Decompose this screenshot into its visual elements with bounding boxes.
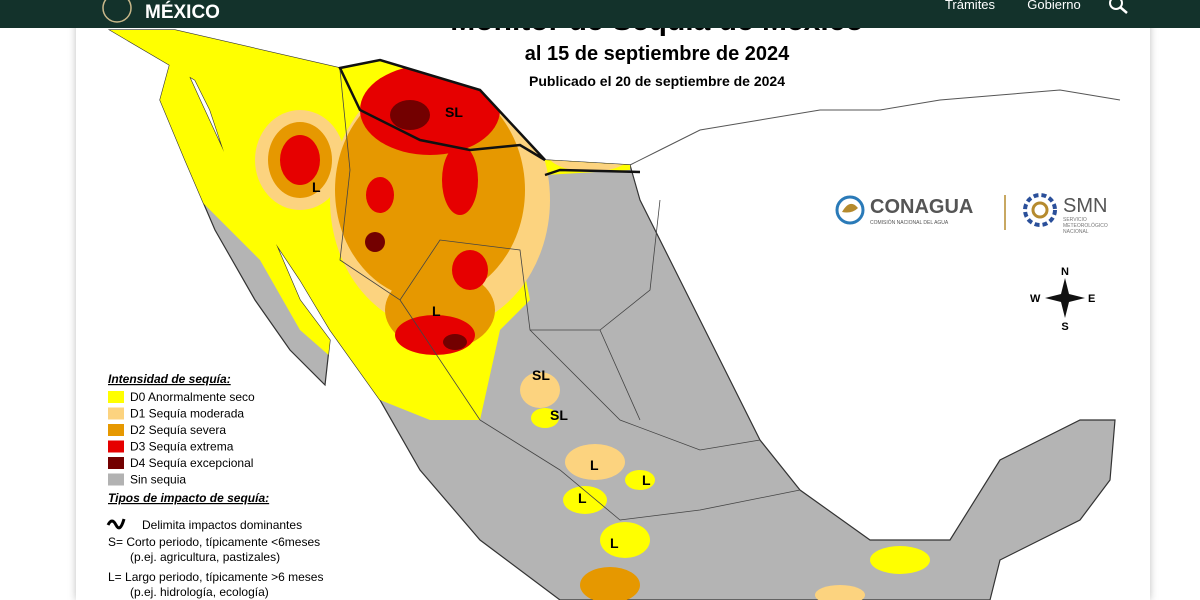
smn-name: SMN	[1063, 195, 1107, 217]
compass-e: E	[1088, 293, 1095, 305]
impact-title: Tipos de impacto de sequía:	[108, 491, 269, 505]
conagua-sub: COMISIÓN NACIONAL DEL AGUA	[870, 219, 949, 226]
legend-label: D1 Sequía moderada	[130, 407, 244, 421]
legend-label: D4 Sequía excepcional	[130, 456, 253, 470]
impact-label: SL	[445, 104, 463, 120]
legend-swatch	[108, 391, 124, 403]
compass-s: S	[1061, 321, 1068, 333]
legend-label: Sin sequia	[130, 473, 186, 487]
legend: Intensidad de sequía: Tipos de impacto d…	[106, 372, 323, 599]
smn-logo: SMN SERVICIO METEOROLÓGICO NACIONAL	[1023, 193, 1108, 235]
smn-sub: SERVICIO	[1063, 217, 1087, 223]
legend-title: Intensidad de sequía:	[108, 372, 231, 386]
smn-sub: NACIONAL	[1063, 229, 1089, 235]
map-published: Publicado el 20 de septiembre de 2024	[529, 73, 785, 89]
impact-label: L	[590, 457, 599, 473]
impact-label: L	[578, 490, 587, 506]
brand[interactable]: MÉXICO	[145, 1, 220, 23]
nav-link[interactable]: Trámites	[945, 0, 996, 12]
impact-label: L	[432, 303, 441, 319]
nav-link[interactable]: Gobierno	[1027, 0, 1080, 12]
impact-line: S= Corto periodo, típicamente <6meses	[108, 535, 320, 549]
header: MÉXICO Trámites Gobierno	[0, 0, 1200, 28]
compass: N S E W	[1030, 266, 1095, 333]
impact-label: SL	[532, 367, 550, 383]
legend-swatch	[108, 473, 124, 486]
impact-label: L	[642, 472, 651, 488]
impact-boundary: Delimita impactos dominantes	[142, 518, 302, 532]
legend-swatch	[108, 424, 124, 436]
search-icon[interactable]	[1109, 0, 1128, 14]
conagua-logo: CONAGUA COMISIÓN NACIONAL DEL AGUA	[835, 195, 1006, 230]
mexico-map	[107, 29, 1116, 600]
impact-line: (p.ej. hidrología, ecología)	[130, 585, 269, 599]
legend-label: D3 Sequía extrema	[130, 440, 234, 454]
impact-line: (p.ej. agricultura, pastizales)	[130, 550, 280, 564]
impact-label: L	[312, 179, 321, 195]
impact-line: L= Largo periodo, típicamente >6 meses	[108, 570, 323, 584]
smn-sub: METEOROLÓGICO	[1063, 222, 1108, 229]
legend-swatch	[108, 407, 124, 420]
legend-swatch	[108, 440, 124, 453]
legend-label: D0 Anormalmente seco	[130, 390, 255, 404]
impact-label: L	[610, 535, 619, 551]
compass-w: W	[1030, 293, 1041, 305]
map-subtitle: al 15 de septiembre de 2024	[525, 43, 790, 65]
legend-swatch	[108, 457, 124, 469]
map-labels: SL L L SL SL L L L L	[312, 104, 651, 551]
impact-label: SL	[550, 407, 568, 423]
compass-n: N	[1061, 266, 1069, 278]
legend-label: D2 Sequía severa	[130, 423, 226, 437]
conagua-name: CONAGUA	[870, 196, 973, 218]
